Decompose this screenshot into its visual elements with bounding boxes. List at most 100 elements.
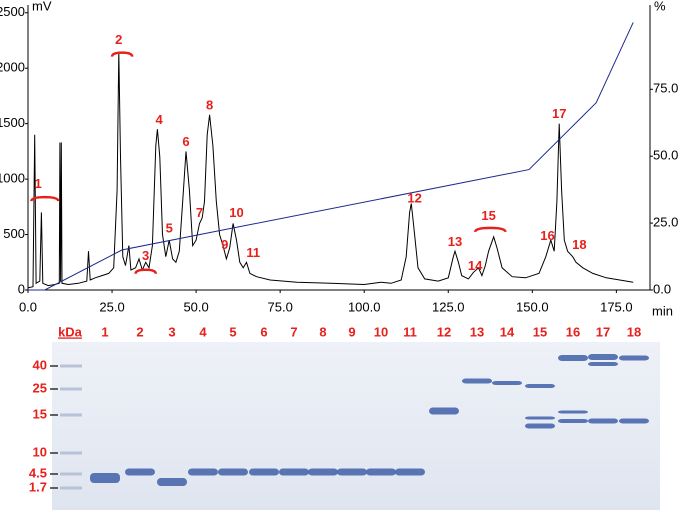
y-tick-label: 2000 — [0, 60, 25, 75]
peak-label: 16 — [540, 228, 554, 243]
gel-band — [279, 468, 309, 476]
marker-label: 1.7 — [29, 479, 47, 494]
peak-label: 9 — [221, 237, 228, 252]
lane-label: 6 — [260, 324, 267, 339]
lane-label: 16 — [566, 324, 580, 339]
ladder-band — [60, 387, 82, 391]
lane-label: 10 — [374, 324, 388, 339]
x-tick-label: 150.0 — [516, 299, 549, 314]
marker-label: 10 — [33, 444, 47, 459]
lane-label: 17 — [596, 324, 610, 339]
marker-label: 15 — [33, 406, 47, 421]
gel-band — [492, 381, 522, 385]
y2-tick-label: 50.0 — [653, 148, 678, 163]
peak-label: 13 — [448, 234, 462, 249]
ladder-band — [60, 472, 82, 476]
y2-tick-label: 75.0 — [653, 81, 678, 96]
gel-band — [308, 468, 338, 476]
x-tick-label: 75.0 — [268, 299, 293, 314]
gel-band — [249, 468, 279, 476]
marker-label: 40 — [33, 357, 47, 372]
y2-label: % — [654, 0, 666, 13]
gel-band — [558, 355, 588, 361]
gel-band — [366, 468, 396, 476]
y2-tick-label: 0.0 — [653, 281, 671, 296]
gel-band — [157, 478, 187, 486]
peak-label: 12 — [407, 191, 421, 206]
lane-label: 1 — [101, 324, 108, 339]
x-tick-label: 50.0 — [183, 299, 208, 314]
gel-band — [588, 354, 618, 360]
gel-band — [619, 355, 649, 361]
lane-label: 12 — [437, 324, 451, 339]
lane-label: 7 — [290, 324, 297, 339]
marker-label: 25 — [33, 380, 47, 395]
marker-label: 4.5 — [29, 465, 47, 480]
x-tick-label: 125.0 — [432, 299, 465, 314]
x-tick-label: 175.0 — [600, 299, 633, 314]
gel-band — [395, 468, 425, 476]
peak-label: 6 — [182, 134, 189, 149]
peak-label: 14 — [468, 258, 483, 273]
gel-band — [337, 468, 367, 476]
peak-label: 7 — [196, 205, 203, 220]
bracket — [30, 195, 60, 202]
peak-label: 11 — [246, 245, 260, 260]
lane-label: 4 — [199, 324, 207, 339]
peak-label: 17 — [552, 106, 566, 121]
peak-label: 18 — [572, 237, 586, 252]
peak-label: 10 — [229, 205, 243, 220]
y-tick-label: 1000 — [0, 171, 25, 186]
series-line — [27, 51, 634, 289]
gel-band — [525, 384, 555, 388]
ladder-band — [60, 451, 82, 455]
ladder-band — [60, 364, 82, 368]
gel-band — [558, 419, 588, 423]
gel-band — [429, 407, 459, 415]
gel-band — [588, 362, 618, 366]
series-line — [28, 22, 634, 291]
lane-label: 3 — [168, 324, 175, 339]
peak-label: 3 — [142, 248, 149, 263]
y-tick-label: 500 — [3, 226, 25, 241]
gel-background — [52, 342, 660, 510]
y2-tick-label: 25.0 — [653, 215, 678, 230]
bracket — [110, 51, 134, 57]
x-tick-label: 0.0 — [19, 299, 37, 314]
bracket — [473, 226, 507, 233]
gel-band — [462, 378, 492, 384]
x-tick-label: 25.0 — [99, 299, 124, 314]
y-tick-label: 2500 — [0, 4, 25, 19]
gel-band — [188, 468, 218, 476]
lane-label: 13 — [470, 324, 484, 339]
peak-label: 1 — [34, 176, 41, 191]
y-label: mV — [32, 0, 52, 13]
lane-label: 5 — [229, 324, 236, 339]
gel-band — [525, 416, 555, 420]
lane-label: 9 — [348, 324, 355, 339]
kda-label: kDa — [58, 324, 83, 339]
bracket — [134, 268, 158, 274]
gel-band — [619, 418, 649, 424]
lane-label: 18 — [627, 324, 641, 339]
x-label: min — [652, 303, 673, 318]
peak-label: 2 — [115, 32, 122, 47]
lane-label: 14 — [500, 324, 515, 339]
peak-label: 5 — [166, 220, 173, 235]
y-tick-label: 0 — [18, 281, 25, 296]
ladder-band — [60, 413, 82, 417]
gel-band — [588, 418, 618, 424]
lane-label: 8 — [319, 324, 326, 339]
y-tick-label: 1500 — [0, 115, 25, 130]
gel-band — [218, 468, 248, 476]
x-tick-label: 100.0 — [348, 299, 381, 314]
peak-label: 15 — [481, 208, 495, 223]
gel-band — [525, 423, 555, 429]
gel-band — [90, 473, 120, 483]
lane-label: 2 — [136, 324, 143, 339]
lane-label: 15 — [533, 324, 547, 339]
gel-band — [125, 468, 155, 476]
lane-label: 11 — [403, 324, 417, 339]
